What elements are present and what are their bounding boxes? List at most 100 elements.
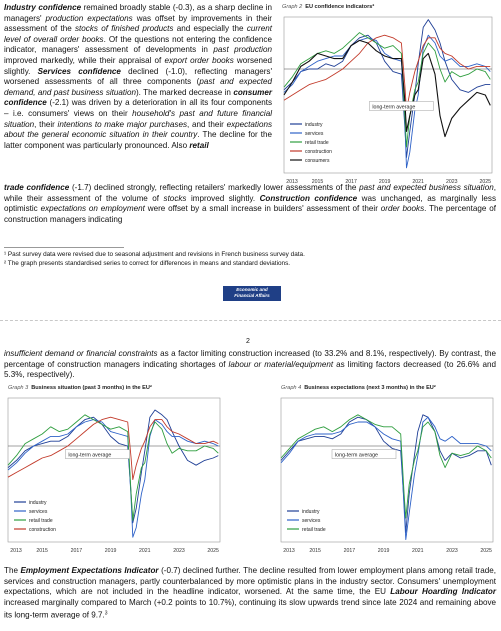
- text-run: improved slightly.: [186, 193, 260, 203]
- bold-term: retail: [189, 140, 209, 150]
- legend-entry: industry: [305, 122, 323, 128]
- italic-phrase: insufficient demand or financial constra…: [4, 349, 158, 358]
- legend-entry: services: [302, 518, 321, 524]
- text-run: 3: [104, 610, 108, 617]
- text-run: (-0.7) declined further. The decline res…: [4, 566, 497, 597]
- footnote-2: ² The graph presents standardised series…: [4, 260, 291, 267]
- x-tick-label: 2015: [36, 548, 48, 554]
- series-line-services: [280, 416, 492, 541]
- italic-phrase: past and expected demand, and past busin…: [4, 77, 272, 97]
- long-term-average-label: long-term average: [372, 104, 415, 110]
- series-line-construction: [283, 34, 491, 112]
- x-tick-label: 2021: [412, 179, 424, 185]
- text-run: , while their assessment of the volume o…: [4, 183, 496, 203]
- ecfin-logo: Economic and Financial Affairs: [223, 286, 281, 301]
- x-tick-label: 2013: [283, 548, 295, 554]
- text-run: The: [4, 566, 21, 575]
- bold-term: Labour Hoarding Indicator: [390, 587, 497, 597]
- legend-entry: services: [29, 509, 48, 515]
- italic-phrase: past production: [213, 45, 272, 55]
- long-term-average-label-box: [65, 449, 130, 459]
- series-line-construction: [7, 416, 219, 481]
- graph2-label: Graph 2: [282, 4, 303, 10]
- footnote-divider: [4, 247, 124, 248]
- text-run: . The decline for the latter component w…: [4, 130, 273, 150]
- long-term-average-label: long-term average: [68, 453, 111, 459]
- plot-frame: [280, 397, 494, 543]
- bold-term: Construction confidence: [259, 193, 358, 203]
- text-run: (-1.7) declined strongly, reflecting ret…: [69, 183, 360, 192]
- x-tick-label: 2017: [344, 548, 356, 554]
- graph4-title: Business expectations (next 3 months) in…: [304, 385, 436, 391]
- legend-entry: industry: [302, 509, 320, 515]
- x-tick-label: 2019: [379, 179, 391, 185]
- text-run: . Of the questions not entering the conf…: [4, 34, 272, 55]
- legend-entry: retail trade: [305, 140, 329, 146]
- legend-entry: consumers: [305, 158, 330, 164]
- italic-phrase: stocks: [163, 193, 187, 203]
- text-run: was offset by improvements in their asse…: [4, 13, 272, 34]
- x-tick-label: 2013: [286, 179, 298, 185]
- legend-entry: construction: [305, 149, 332, 155]
- graph2-svg: long-term average industry services retail …: [283, 16, 493, 185]
- page-break: [0, 320, 501, 321]
- x-tick-label: 2021: [412, 548, 424, 554]
- x-tick-label: 2019: [378, 548, 390, 554]
- legend-entry: retail trade: [29, 518, 53, 524]
- x-tick-label: 2015: [312, 179, 324, 185]
- legend-entry: retail trade: [302, 527, 326, 533]
- italic-phrase: current level of overall order books: [4, 24, 273, 44]
- text-run: , and their: [187, 119, 227, 129]
- page2-bottom-paragraph: The Employment Expectations Indicator (-…: [4, 566, 496, 622]
- x-tick-label: 2017: [345, 179, 357, 185]
- text-run: remained broadly stable (-0.3), as a sha…: [4, 3, 272, 23]
- graph4-label: Graph 4: [281, 385, 302, 391]
- graph2-title: EU confidence indicators²: [305, 4, 375, 10]
- bold-term: trade confidence: [4, 183, 70, 192]
- logo-line-1: Economic and: [236, 287, 268, 292]
- series-line-retail-trade: [283, 32, 491, 148]
- intro-paragraph-left: Industry confidence remained broadly sta…: [4, 3, 272, 151]
- x-tick-label: 2025: [207, 548, 219, 554]
- long-term-average-label-box: [331, 449, 397, 459]
- x-tick-label: 2017: [71, 548, 83, 554]
- legend-background: [288, 119, 338, 167]
- text-run: was unchanged, as marginally less optimi…: [4, 193, 496, 214]
- italic-phrase: export order books: [164, 55, 234, 65]
- series-line-retail-trade: [280, 414, 492, 519]
- bold-term: Services confidence: [37, 66, 121, 76]
- x-tick-label: 2019: [105, 548, 117, 554]
- italic-phrase: household's past and future financial si…: [4, 108, 272, 129]
- x-tick-label: 2015: [309, 548, 321, 554]
- text-run: (-2.1) was driven by a deterioration in …: [4, 98, 272, 118]
- text-run: and especially the: [173, 24, 247, 34]
- bold-term: Industry confidence: [4, 3, 82, 12]
- series-line-retail-trade: [7, 414, 219, 521]
- text-run: were offset by a small increase in build…: [144, 204, 381, 214]
- long-term-average-label: long-term average: [335, 453, 378, 459]
- graph2-chart: long-term average industry services retail …: [280, 13, 496, 185]
- x-tick-label: 2021: [139, 548, 151, 554]
- long-term-average-label-box: [369, 101, 434, 111]
- full-paragraph: trade confidence (-1.7) declined strongl…: [4, 183, 496, 225]
- graph3-label: Graph 3: [8, 385, 29, 391]
- x-tick-label: 2023: [173, 548, 185, 554]
- graph3-title: Business situation (past 3 months) in th…: [31, 385, 152, 391]
- text-run: increased marginally compared to March (…: [4, 597, 496, 621]
- x-tick-label: 2025: [480, 179, 492, 185]
- italic-phrase: production expectations: [45, 13, 133, 23]
- footnote-1: ¹ Past survey data were revised due to s…: [4, 251, 305, 258]
- graph3-chart: long-term average industry services retail …: [4, 394, 224, 554]
- bold-term: Employment Expectations Indicator: [20, 566, 159, 575]
- text-run: improved markedly, while their appraisal…: [4, 55, 165, 65]
- graph3-svg: long-term average industry services retail …: [7, 397, 221, 554]
- legend-entry: industry: [29, 500, 47, 506]
- logo-line-2: Financial Affairs: [234, 292, 270, 298]
- graph2-caption: Graph 2 EU confidence indicators²: [282, 4, 374, 10]
- legend-entry: services: [305, 131, 324, 137]
- graph4-chart: long-term average industry services retail …: [277, 394, 497, 554]
- page2-top-paragraph: insufficient demand or financial constra…: [4, 349, 496, 381]
- x-tick-label: 2025: [480, 548, 492, 554]
- series-line-consumers: [283, 39, 491, 138]
- text-run: . The percentage of construction manager…: [4, 204, 497, 224]
